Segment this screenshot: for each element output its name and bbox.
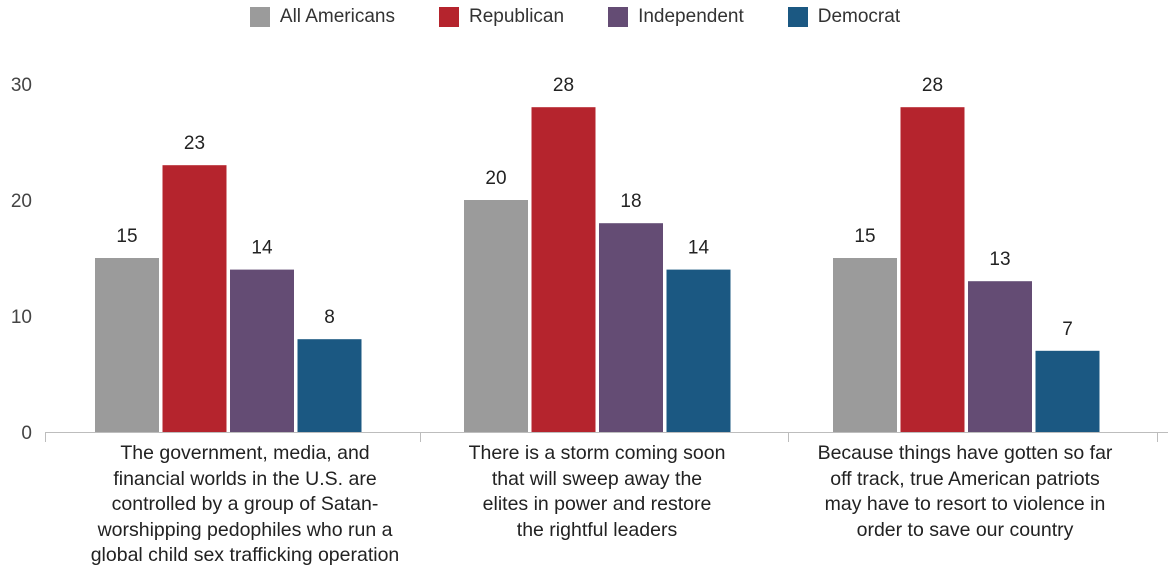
legend-swatch-democrat	[787, 7, 808, 27]
category-1-line-1: that will sweep away the	[491, 467, 703, 490]
category-0-line-1: financial worlds in the U.S. are	[113, 467, 377, 490]
category-0-line-3: worshipping pedophiles who run a	[97, 518, 393, 541]
bar-republican-2	[900, 107, 965, 432]
legend-item-democrat: Democrat	[787, 6, 901, 28]
category-0-line-4: global child sex trafficking operation	[90, 544, 400, 566]
value-label-republican-2: 28	[922, 75, 943, 96]
category-label-storm-coming: There is a storm coming soon that will s…	[432, 441, 762, 543]
legend-item-republican: Republican	[439, 6, 564, 28]
legend-swatch-all-americans	[249, 7, 270, 27]
bar-democrat-0	[297, 339, 362, 432]
legend-swatch-independent	[608, 7, 629, 27]
bar-all-americans-1	[464, 200, 528, 432]
category-label-patriots-violence: Because things have gotten so far off tr…	[800, 441, 1130, 543]
category-2-line-2: may have to resort to violence in	[824, 493, 1106, 515]
y-tick-label-30: 30	[11, 75, 32, 96]
value-label-democrat-2: 7	[1062, 319, 1073, 340]
value-label-all-americans-0: 15	[116, 226, 137, 247]
value-label-independent-2: 13	[989, 249, 1010, 270]
value-label-republican-1: 28	[553, 75, 574, 96]
bar-republican-1	[531, 107, 596, 432]
bar-republican-0	[162, 165, 227, 432]
category-2-line-3: order to save our country	[856, 518, 1074, 541]
category-0-line-2: controlled by a group of Satan-	[111, 493, 379, 515]
category-1-line-0: There is a storm coming soon	[468, 442, 726, 464]
y-tick-label-10: 10	[11, 307, 32, 328]
legend-label-all-americans: All Americans	[279, 6, 395, 27]
bar-all-americans-0	[95, 258, 159, 432]
bar-independent-0	[230, 269, 294, 432]
bar-independent-2	[968, 281, 1032, 432]
bar-all-americans-2	[833, 258, 897, 432]
legend: All Americans Republican Independent Dem…	[0, 6, 1160, 28]
category-2-line-0: Because things have gotten so far	[817, 442, 1113, 464]
value-label-independent-0: 14	[251, 238, 273, 259]
y-tick-label-20: 20	[11, 191, 32, 212]
bar-democrat-1	[666, 269, 731, 432]
legend-item-independent: Independent	[608, 6, 744, 28]
category-1-line-3: the rightful leaders	[516, 518, 678, 541]
category-label-satan-worshipping: The government, media, and financial wor…	[80, 441, 410, 569]
category-1-line-2: elites in power and restore	[482, 493, 712, 515]
value-label-democrat-0: 8	[324, 307, 335, 328]
legend-item-all-americans: All Americans	[249, 6, 395, 28]
bar-independent-1	[599, 223, 663, 432]
value-label-all-americans-2: 15	[854, 226, 875, 247]
category-2-line-1: off track, true American patriots	[830, 467, 1100, 490]
category-0-line-0: The government, media, and	[120, 442, 370, 464]
legend-label-independent: Independent	[638, 6, 744, 27]
legend-swatch-republican	[439, 7, 459, 27]
value-label-democrat-1: 14	[688, 238, 710, 259]
value-label-all-americans-1: 20	[485, 168, 506, 189]
value-label-independent-1: 18	[620, 191, 641, 212]
value-label-republican-0: 23	[184, 133, 205, 154]
legend-label-democrat: Democrat	[817, 6, 901, 27]
legend-label-republican: Republican	[469, 6, 565, 27]
bar-democrat-2	[1035, 350, 1100, 432]
y-tick-label-0: 0	[21, 423, 32, 444]
